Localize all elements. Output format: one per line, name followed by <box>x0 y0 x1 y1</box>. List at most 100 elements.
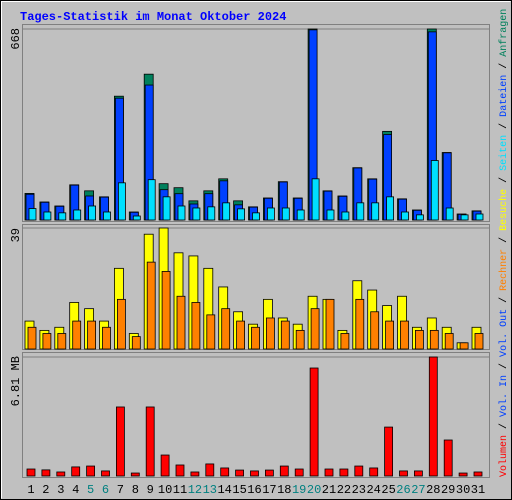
bar <box>57 333 67 350</box>
bar <box>386 196 395 221</box>
x-tick-label: 29 <box>441 483 455 497</box>
bar <box>341 211 350 221</box>
x-tick-label: 6 <box>102 483 109 497</box>
bar <box>117 298 126 350</box>
bar <box>250 470 259 477</box>
x-tick-label: 16 <box>247 483 261 497</box>
bar <box>190 471 200 477</box>
bar <box>147 179 156 221</box>
bar <box>175 464 185 477</box>
bar <box>251 326 260 350</box>
legend-separator: / <box>498 63 510 69</box>
bar <box>355 298 365 350</box>
x-tick-label: 28 <box>426 483 440 497</box>
bar <box>325 298 335 350</box>
bar <box>444 333 454 350</box>
bar <box>86 465 95 477</box>
bar <box>414 329 424 350</box>
bar <box>265 317 275 350</box>
bar <box>205 463 215 477</box>
bar <box>222 202 231 221</box>
legend-entry: Rechner <box>498 249 510 291</box>
bar <box>326 209 335 221</box>
bar <box>146 261 156 350</box>
bar <box>43 211 52 221</box>
bar <box>475 213 484 221</box>
x-tick-label: 14 <box>217 483 231 497</box>
bar <box>73 209 82 221</box>
bar <box>206 314 216 350</box>
bar <box>429 329 439 350</box>
bar <box>160 454 170 477</box>
x-tick-label: 23 <box>352 483 366 497</box>
bar <box>192 207 201 221</box>
bar <box>369 467 379 477</box>
plot-area <box>22 24 490 222</box>
bar <box>458 472 468 477</box>
x-tick-label: 8 <box>132 483 139 497</box>
x-tick-label: 13 <box>203 483 217 497</box>
bar <box>252 212 260 221</box>
bar <box>235 469 245 477</box>
bar <box>42 333 52 350</box>
bar <box>131 336 141 350</box>
x-tick-label: 15 <box>232 483 246 497</box>
bar <box>71 466 81 477</box>
bar <box>132 215 141 221</box>
bar <box>443 439 453 477</box>
bar <box>72 320 82 350</box>
legend-separator: / <box>498 297 510 303</box>
bar <box>130 472 140 477</box>
bar <box>474 333 484 350</box>
bar <box>295 329 305 350</box>
bar <box>413 470 423 477</box>
bar <box>28 208 37 221</box>
bar <box>176 295 186 350</box>
x-tick-label: 21 <box>322 483 336 497</box>
bar <box>324 468 334 477</box>
y-tick-label: 6.81 MB <box>9 356 23 406</box>
bar <box>280 320 290 350</box>
bar <box>237 208 246 221</box>
x-tick-label: 26 <box>396 483 410 497</box>
x-tick-label: 25 <box>381 483 395 497</box>
bar <box>220 467 230 477</box>
bar <box>459 342 469 350</box>
bar <box>207 206 216 221</box>
bar <box>58 212 67 221</box>
bar <box>264 469 274 477</box>
legend-entry: Vol. In <box>498 375 510 417</box>
bar <box>162 196 171 221</box>
x-tick-label: 20 <box>307 483 321 497</box>
y-tick-label: 668 <box>9 28 23 50</box>
bar <box>430 160 439 221</box>
x-tick-label: 4 <box>72 483 79 497</box>
legend-separator: / <box>498 123 510 129</box>
legend-entry: Vol. Out <box>498 309 510 357</box>
x-tick-label: 3 <box>57 483 64 497</box>
legend-entry: Anfragen <box>498 9 510 57</box>
legend-entry: Seiten <box>498 135 510 171</box>
bar <box>371 202 380 221</box>
plot-area <box>22 352 490 478</box>
bar <box>145 406 155 477</box>
legend-entry: Dateien <box>498 75 510 117</box>
x-tick-label: 22 <box>337 483 351 497</box>
x-tick-label: 2 <box>42 483 49 497</box>
bar <box>279 465 289 477</box>
legend-entry: Volumen <box>498 435 510 477</box>
bar <box>415 214 424 221</box>
x-tick-label: 11 <box>173 483 187 497</box>
bar <box>236 320 246 350</box>
bar <box>385 320 395 350</box>
bar <box>473 471 483 477</box>
bar <box>354 465 364 477</box>
bar <box>296 209 305 221</box>
x-tick-label: 7 <box>117 483 124 497</box>
bar <box>221 308 231 350</box>
x-tick-label: 5 <box>87 483 94 497</box>
bar <box>428 356 438 477</box>
title: Tages-Statistik im Monat Oktober 2024 <box>20 10 286 24</box>
bar <box>266 207 275 221</box>
